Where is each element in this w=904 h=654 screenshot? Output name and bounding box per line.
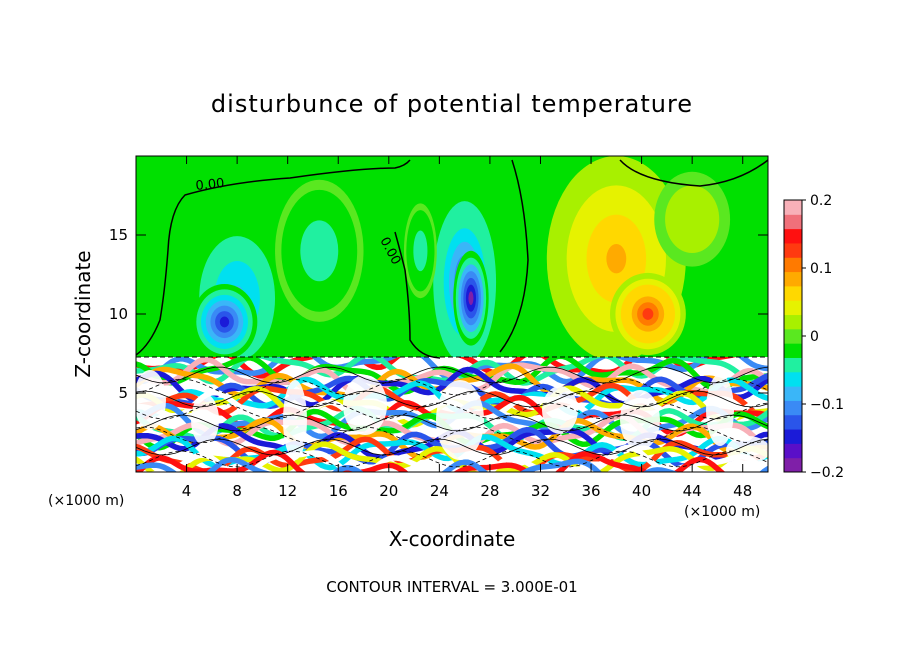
colorbar-swatch — [784, 357, 802, 373]
lower-layer-swirl — [136, 370, 166, 430]
x-tick-label: 32 — [531, 482, 550, 500]
contour-lower — [136, 414, 768, 432]
lower-layer-swirl — [542, 386, 578, 434]
lower-layer-swirl — [191, 394, 219, 446]
contour-lower — [136, 402, 768, 420]
colorbar-swatch — [784, 271, 802, 287]
y-tick-label: 15 — [109, 226, 128, 244]
colorbar-swatch — [784, 429, 802, 444]
lower-layer-swirl — [726, 436, 768, 464]
y-tick-label: 5 — [118, 384, 128, 402]
chart-title: disturbunce of potential temperature — [211, 90, 693, 118]
lower-layer-swirl — [343, 375, 387, 435]
colorbar-swatch — [784, 443, 802, 459]
heatmap-band — [606, 244, 627, 274]
x-tick-label: 44 — [683, 482, 702, 500]
y-axis: 5 10 15 — [109, 226, 768, 402]
contour-zero-right — [499, 159, 529, 353]
colorbar-tick-label: −0.2 — [810, 465, 844, 481]
lower-layer-band — [136, 449, 726, 472]
x-tick-label: 8 — [232, 482, 242, 500]
heatmap-band — [686, 212, 698, 226]
colorbar-swatch — [784, 300, 802, 316]
x-tick-label: 48 — [733, 482, 752, 500]
contour-zero-upper-right — [619, 159, 768, 187]
colorbar-swatch — [784, 214, 802, 230]
contour-lines — [136, 159, 768, 468]
colorbar-swatch — [784, 371, 802, 387]
x-axis: 4 8 12 16 20 24 28 32 36 40 44 48 — [182, 156, 752, 500]
heatmap-band — [468, 291, 474, 305]
x-tick-label: 40 — [632, 482, 651, 500]
contour-lower — [136, 426, 768, 444]
lower-layer-band — [136, 357, 768, 395]
colorbar-tick-label: 0.1 — [810, 261, 832, 277]
colorbar-swatch — [784, 400, 802, 416]
contour-zero-top — [136, 159, 411, 356]
x-unit-left: (×1000 m) — [48, 493, 124, 509]
heatmap-band — [642, 308, 654, 320]
colorbar-tick-label: −0.1 — [810, 397, 844, 413]
plot-area — [135, 155, 769, 473]
colorbar-swatch — [784, 343, 802, 358]
x-axis-label: X-coordinate — [389, 527, 516, 551]
lower-layer-swirl — [706, 374, 734, 446]
y-axis-label: Z-coordinate — [71, 250, 95, 377]
colorbar-swatch — [784, 314, 802, 330]
heatmap-band — [312, 240, 326, 261]
colorbar-tick-label: 0 — [810, 329, 819, 345]
contour-lower — [136, 366, 768, 384]
colorbar-swatch — [784, 285, 802, 301]
colorbar-swatch — [784, 242, 802, 258]
colorbar-swatch — [784, 228, 802, 244]
contour-lower — [136, 438, 768, 456]
colorbar-tick-label: 0.2 — [810, 193, 832, 209]
contour-lower — [136, 378, 768, 396]
x-tick-label: 24 — [430, 482, 449, 500]
heatmap-lower-layer — [136, 357, 768, 472]
contour-lower — [136, 390, 768, 408]
colorbar: 0.2 0.1 0 −0.1 −0.2 — [783, 193, 844, 481]
x-tick-label: 20 — [379, 482, 398, 500]
contour-zero-mid — [394, 231, 441, 359]
x-tick-label: 36 — [581, 482, 600, 500]
heatmap-band — [418, 244, 423, 258]
colorbar-swatch — [784, 457, 802, 473]
lower-layer-swirl — [283, 380, 307, 460]
x-tick-label: 12 — [278, 482, 297, 500]
contour-label-zero-top: 0.00 — [195, 176, 225, 194]
contour-interval-note: CONTOUR INTERVAL = 3.000E-01 — [326, 578, 577, 596]
x-tick-label: 16 — [329, 482, 348, 500]
colorbar-swatch — [784, 386, 802, 401]
heatmap-upper-layer — [184, 156, 731, 386]
heatmap-band — [219, 316, 230, 328]
x-unit-right: (×1000 m) — [684, 504, 760, 520]
x-tick-label: 28 — [480, 482, 499, 500]
colorbar-swatch — [784, 257, 802, 273]
contour-lower — [136, 450, 768, 468]
y-tick-label: 10 — [109, 305, 128, 323]
x-tick-label: 4 — [182, 482, 192, 500]
colorbar-swatch — [784, 200, 802, 215]
colorbar-swatch — [784, 414, 802, 430]
colorbar-swatch — [784, 328, 802, 344]
lower-layer-band — [136, 457, 768, 472]
